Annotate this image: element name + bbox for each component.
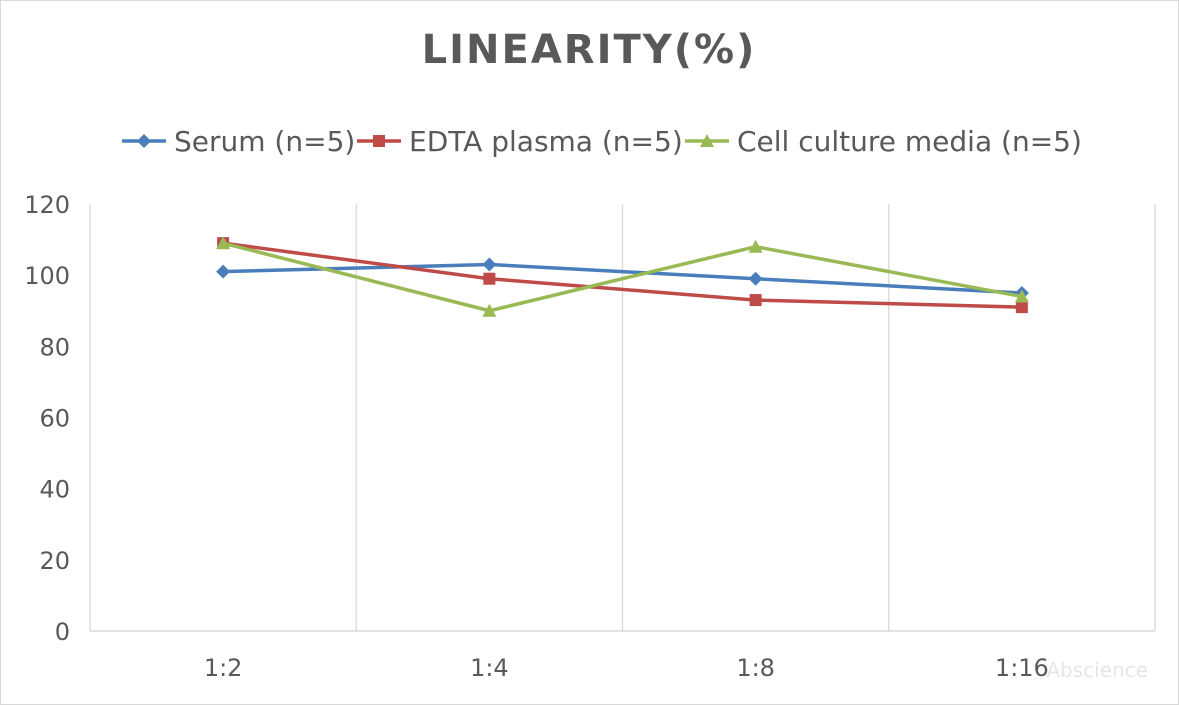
watermark: Abscience xyxy=(1046,658,1148,682)
data-point xyxy=(748,271,763,286)
series-line xyxy=(221,262,1024,295)
legend-item: EDTA plasma (n=5) xyxy=(357,125,683,158)
y-tick-label: 60 xyxy=(39,405,70,433)
legend-item: Cell culture media (n=5) xyxy=(685,125,1082,158)
series-layer xyxy=(216,236,1029,317)
x-tick-label: 1:4 xyxy=(470,654,509,682)
legend: Serum (n=5) EDTA plasma (n=5) Cell culture… xyxy=(122,125,1082,158)
data-point xyxy=(216,264,231,279)
legend-marker xyxy=(137,134,151,148)
legend-marker xyxy=(700,134,714,147)
series-line xyxy=(221,241,1024,309)
series-line xyxy=(221,241,1024,313)
series-3 xyxy=(216,236,1029,317)
legend-label: EDTA plasma (n=5) xyxy=(409,125,683,158)
x-tick-label: 1:16 xyxy=(995,654,1049,682)
chart-title: LINEARITY(%) xyxy=(422,27,757,73)
y-tick-label: 120 xyxy=(24,191,70,219)
y-tick-label: 0 xyxy=(55,618,70,646)
y-axis: 0 20 40 60 80 100 120 xyxy=(24,191,70,646)
data-point xyxy=(482,303,497,317)
y-tick-label: 80 xyxy=(39,333,70,361)
legend-item: Serum (n=5) xyxy=(122,125,355,158)
legend-label: Serum (n=5) xyxy=(174,125,355,158)
x-tick-label: 1:2 xyxy=(204,654,243,682)
gridlines xyxy=(89,204,1156,631)
y-tick-label: 100 xyxy=(24,262,70,290)
data-point xyxy=(748,239,763,253)
y-tick-label: 40 xyxy=(39,476,70,504)
data-point xyxy=(1015,301,1028,314)
x-tick-label: 1:8 xyxy=(736,654,775,682)
data-point xyxy=(749,294,762,307)
data-point xyxy=(482,257,497,272)
legend-label: Cell culture media (n=5) xyxy=(737,125,1082,158)
y-tick-label: 20 xyxy=(39,547,70,575)
data-point xyxy=(216,236,231,250)
data-point xyxy=(1014,289,1029,303)
x-axis: 1:2 1:4 1:8 1:16 xyxy=(90,630,1155,682)
legend-marker xyxy=(373,135,385,147)
data-point xyxy=(483,272,496,285)
